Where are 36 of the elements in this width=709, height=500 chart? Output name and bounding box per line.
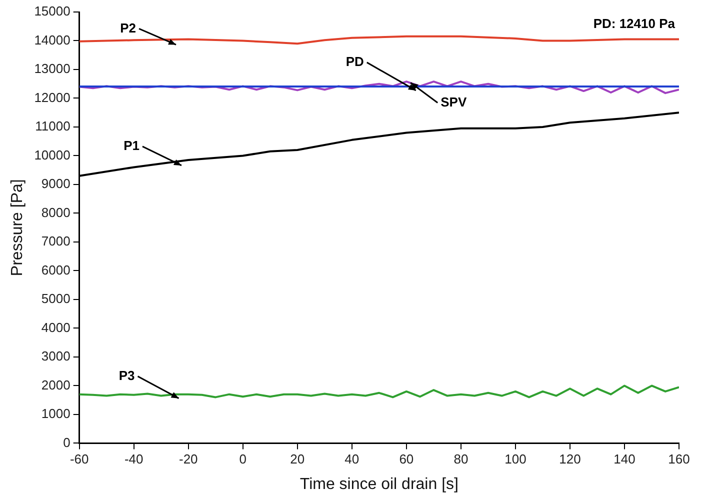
annotation: P2 xyxy=(120,20,136,36)
x-tick-label: 20 xyxy=(290,452,305,467)
x-tick-label: 120 xyxy=(559,452,581,467)
y-tick-label: 14000 xyxy=(34,32,70,48)
y-axis-title: Pressure [Pa] xyxy=(9,179,26,276)
x-tick-label: 80 xyxy=(454,452,468,467)
y-tick-label: 9000 xyxy=(41,176,70,192)
x-tick-label: 100 xyxy=(504,452,526,467)
x-tick-label: 60 xyxy=(399,452,414,467)
y-tick-label: 8000 xyxy=(41,204,70,220)
annotation: P3 xyxy=(118,368,135,383)
y-tick-label: 2000 xyxy=(41,377,70,392)
y-tick-label: 6000 xyxy=(41,262,70,278)
x-tick-label: -40 xyxy=(124,452,144,467)
x-tick-label: 160 xyxy=(668,452,690,467)
annotation: P1 xyxy=(124,138,140,154)
x-axis-title: Time since oil drain [s] xyxy=(300,476,458,493)
y-tick-label: 15000 xyxy=(34,4,70,19)
annotation: PD xyxy=(346,54,364,70)
x-tick-label: 0 xyxy=(239,452,247,467)
y-tick-label: 5000 xyxy=(41,291,70,306)
annotation: PD: 12410 Pa xyxy=(593,16,676,32)
y-tick-label: 1000 xyxy=(41,406,70,422)
y-tick-label: 10000 xyxy=(34,147,70,162)
y-tick-label: 12000 xyxy=(34,90,70,105)
annotation: SPV xyxy=(440,94,467,110)
x-tick-label: 40 xyxy=(344,452,360,467)
x-tick-label: -60 xyxy=(70,452,89,467)
y-tick-label: 13000 xyxy=(34,61,70,76)
y-tick-label: 4000 xyxy=(41,320,70,335)
x-tick-label: -20 xyxy=(178,452,198,467)
y-tick-label: 0 xyxy=(63,434,70,450)
x-tick-label: 140 xyxy=(614,452,636,467)
y-tick-label: 3000 xyxy=(41,348,70,364)
y-tick-label: 7000 xyxy=(41,234,70,249)
y-tick-label: 11000 xyxy=(35,118,70,134)
